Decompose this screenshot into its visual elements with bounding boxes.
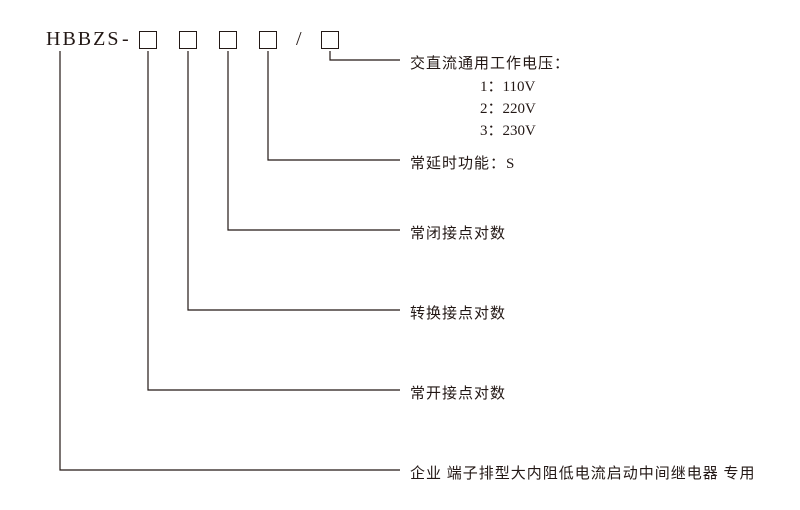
label-voltage-2: 2：220V [480, 97, 536, 118]
label-voltage-title: 交直流通用工作电压： [410, 52, 570, 73]
label-changeover-contacts: 转换接点对数 [410, 302, 506, 323]
label-voltage-3: 3：230V [480, 119, 536, 140]
label-nc-contacts: 常闭接点对数 [410, 222, 506, 243]
label-delay: 常延时功能：S [410, 152, 515, 173]
connector-lines [0, 0, 800, 510]
label-enterprise: 企业 端子排型大内阻低电流启动中间继电器 专用 [410, 462, 756, 483]
label-voltage-1: 1：110V [480, 75, 535, 96]
diagram-canvas: HBBZS - / 交直流通用工作电压： 1：110V 2：220V 3：230… [0, 0, 800, 510]
label-no-contacts: 常开接点对数 [410, 382, 506, 403]
